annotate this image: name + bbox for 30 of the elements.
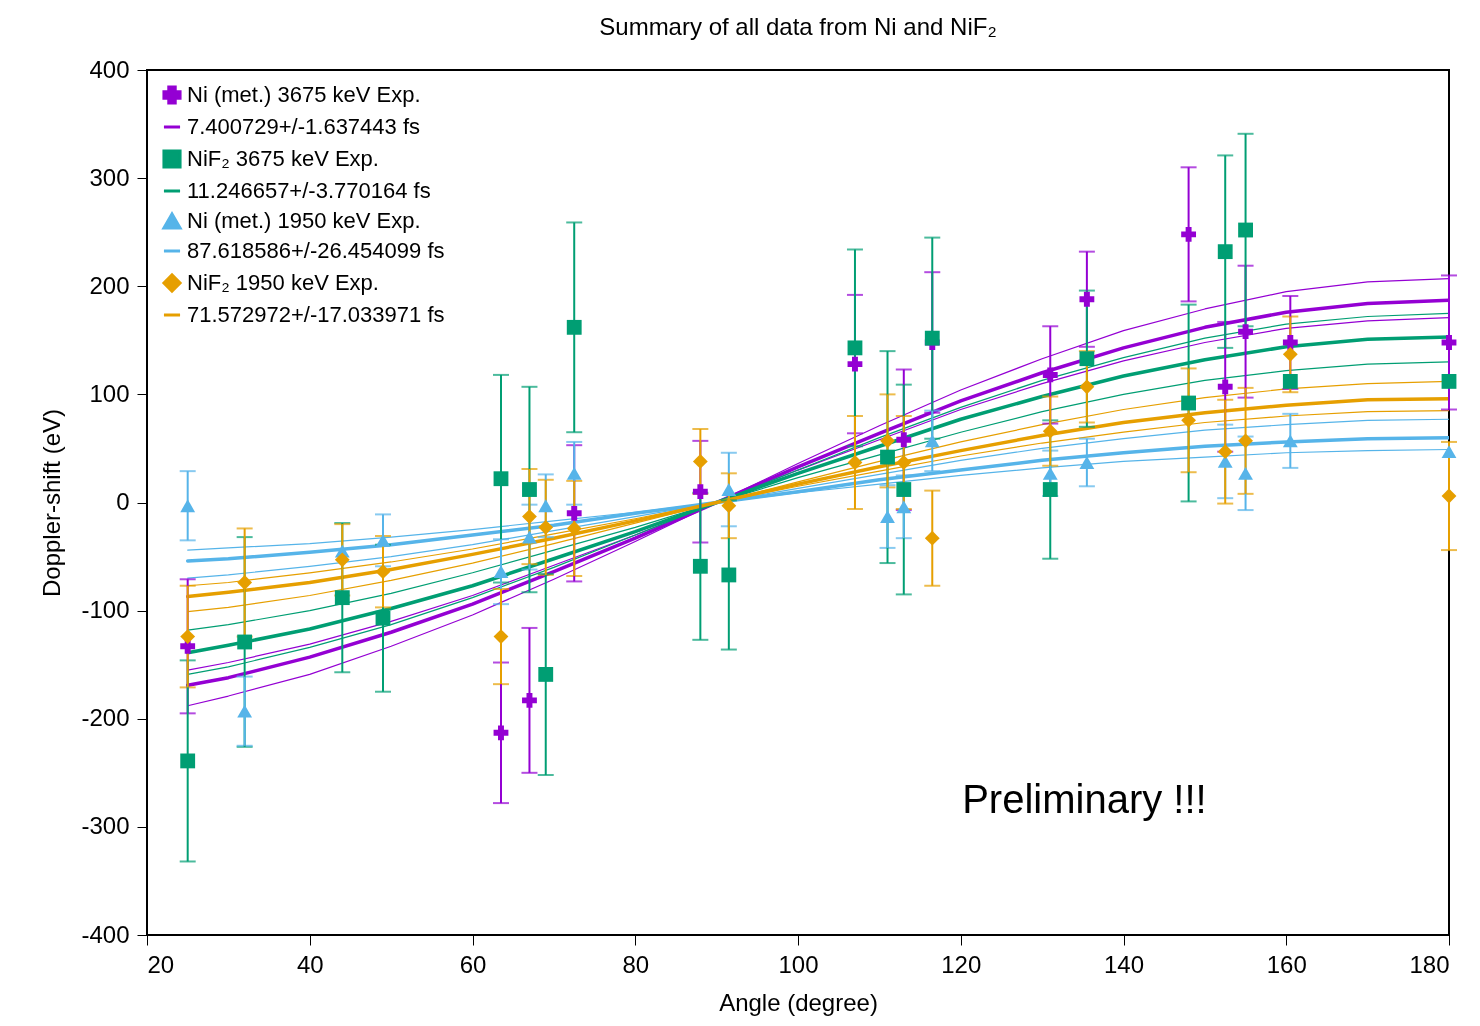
y-tick-label: 0: [116, 488, 130, 515]
x-tick-label: 180: [1409, 950, 1450, 978]
x-tick-label: 80: [622, 950, 650, 978]
y-axis-title: Doppler-shift (eV): [38, 408, 66, 598]
x-tick-label: 140: [1103, 950, 1145, 978]
x-tick-label: 40: [296, 950, 324, 978]
x-tick-label: 60: [459, 950, 487, 978]
legend-label: NiF₂ 3675 keV Exp.: [187, 146, 379, 171]
x-tick-label: 160: [1266, 950, 1307, 978]
y-tick-label: -100: [81, 596, 130, 624]
y-tick-label: -400: [81, 920, 130, 948]
y-tick-label: 200: [89, 271, 130, 299]
legend-label: 11.246657+/-3.770164 fs: [187, 178, 431, 203]
legend-label: Ni (met.) 1950 keV Exp.: [187, 208, 421, 233]
x-tick-label: 120: [941, 950, 982, 978]
legend-label: 87.618586+/-26.454099 fs: [187, 238, 445, 263]
y-tick-label: -200: [81, 704, 130, 732]
x-tick-label: 20: [147, 950, 175, 978]
legend-label: 7.400729+/-1.637443 fs: [187, 114, 421, 139]
x-tick-label: 100: [778, 950, 819, 978]
legend-label: Ni (met.) 3675 keV Exp.: [187, 82, 421, 107]
y-tick-label: 300: [89, 163, 130, 191]
annotation: Preliminary !!!: [962, 776, 1207, 821]
y-tick-label: -300: [81, 812, 130, 840]
y-tick-label: 400: [89, 55, 130, 83]
chart-title: Summary of all data from Ni and NiF₂: [599, 13, 997, 40]
y-tick-label: 100: [89, 379, 130, 407]
legend-label: 71.572972+/-17.033971 fs: [187, 302, 445, 327]
legend-label: NiF₂ 1950 keV Exp.: [187, 270, 379, 295]
x-axis-title: Angle (degree): [719, 988, 878, 1016]
